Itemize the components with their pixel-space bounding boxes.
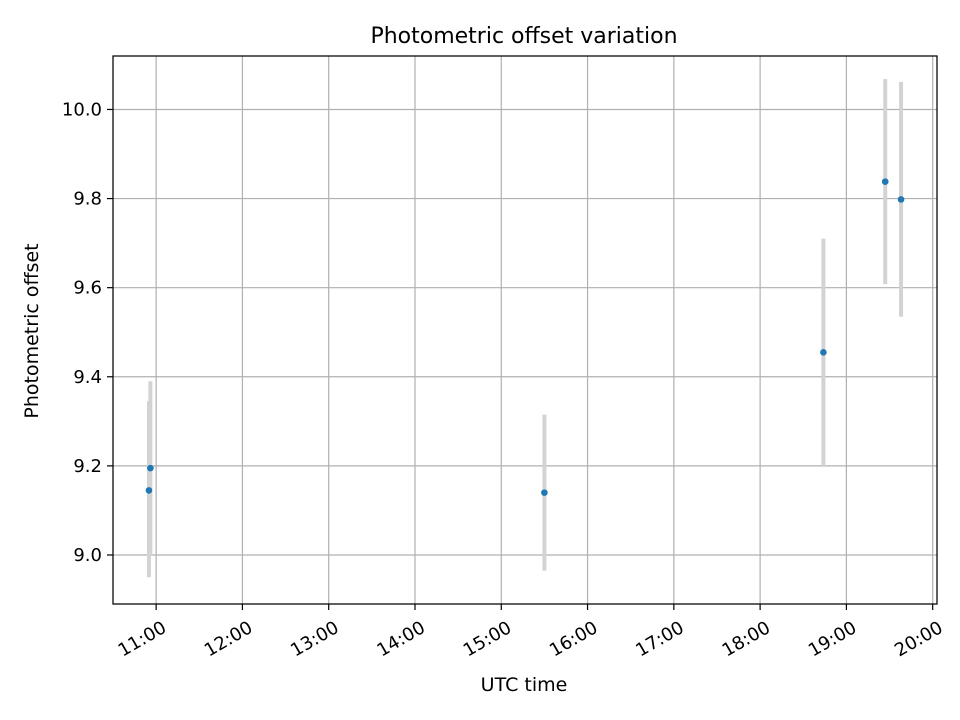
axes-frame — [112, 55, 938, 605]
y-tick-label: 10.0 — [62, 99, 102, 120]
data-point — [897, 196, 905, 203]
data-point — [820, 348, 827, 356]
data-point — [541, 489, 548, 496]
data-point — [145, 487, 153, 494]
y-tick-label: 9.2 — [73, 456, 102, 477]
y-tick-label: 9.0 — [73, 545, 102, 566]
grid — [113, 56, 937, 604]
y-tick-label: 9.8 — [73, 189, 102, 210]
y-tick-label: 9.6 — [73, 278, 102, 299]
chart-title: Photometric offset variation — [370, 24, 677, 49]
x-axis-label: UTC time — [481, 674, 568, 696]
data-point — [147, 464, 154, 472]
y-axis-label: Photometric offset — [21, 243, 43, 418]
y-ticks: 9.0 9.2 9.4 9.6 9.8 10.0 — [62, 99, 113, 566]
y-tick-label: 9.4 — [73, 367, 102, 388]
data-point — [881, 178, 889, 185]
data-points — [145, 178, 905, 496]
